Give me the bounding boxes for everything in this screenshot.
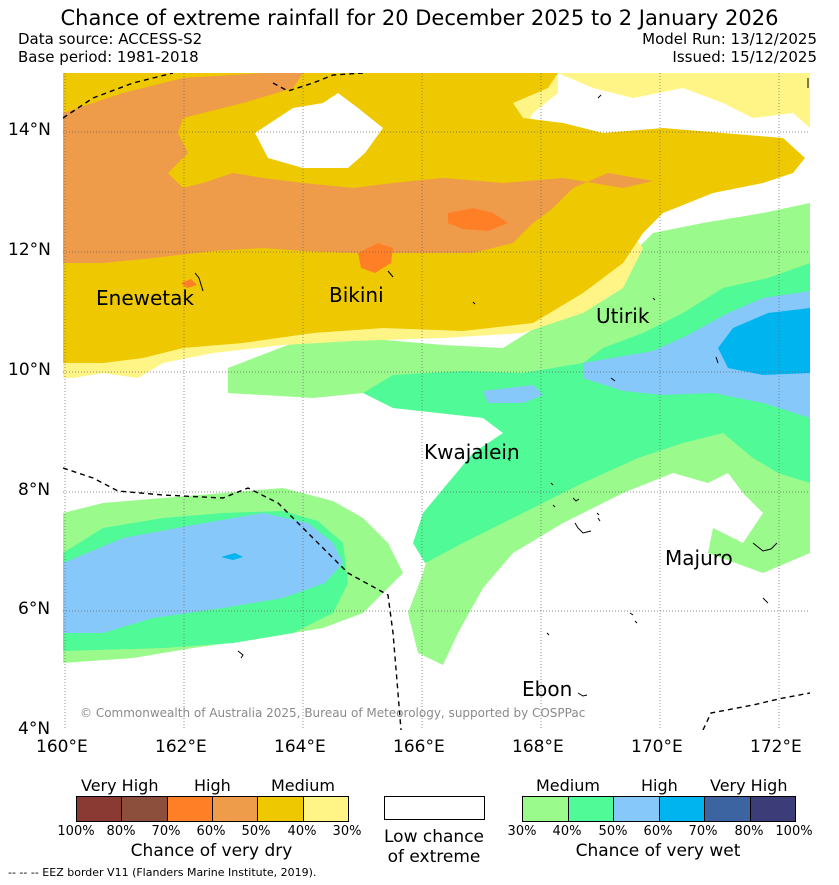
issued-date: Issued: 15/12/2025	[672, 48, 817, 66]
dry-60-region-c	[181, 279, 197, 288]
place-enewetak: Enewetak	[96, 286, 194, 310]
lon-label-172e: 172°E	[750, 737, 802, 757]
eez-footer-note: -- -- -- EEZ border V11 (Flanders Marine…	[8, 866, 317, 879]
lon-label-160e: 160°E	[36, 737, 88, 757]
dry-tick: 40%	[287, 824, 317, 839]
wet-swatch-80-100	[750, 797, 795, 821]
dry-legend-title: Chance of very dry	[130, 841, 293, 861]
low-chance-line2: of extreme	[387, 847, 481, 867]
wet-tick: 70%	[688, 824, 718, 839]
base-period: Base period: 1981-2018	[18, 48, 199, 66]
rainfall-map	[63, 73, 810, 730]
coastline-islands	[194, 78, 809, 697]
meta-left: Data source: ACCESS-S2 Base period: 1981…	[18, 30, 202, 66]
wet-tick: 60%	[643, 824, 673, 839]
low-chance-swatch	[384, 796, 485, 820]
wet-swatch-40-50	[568, 797, 614, 821]
wet-swatch-60-70	[659, 797, 705, 821]
wet-group-medium: Medium	[536, 776, 600, 795]
wet-30-region-east	[228, 203, 810, 665]
lat-label-14n: 14°N	[8, 120, 51, 140]
dry-swatch-70-60	[167, 797, 213, 821]
wet-tick: 50%	[598, 824, 628, 839]
dry-swatch-40-30	[303, 797, 348, 821]
wet-tick: 40%	[552, 824, 582, 839]
dry-group-high: High	[194, 776, 231, 795]
dry-tick: 80%	[106, 824, 136, 839]
wet-tick: 80%	[734, 824, 764, 839]
wet-group-high: High	[641, 776, 678, 795]
wet-50-region-mid	[483, 385, 543, 403]
lon-label-170e: 170°E	[631, 737, 683, 757]
wet-swatch-70-80	[705, 797, 751, 821]
dry-tick: 70%	[151, 824, 181, 839]
dry-tick: 60%	[196, 824, 226, 839]
lon-label-166e: 166°E	[393, 737, 445, 757]
dry-swatch-50-40	[258, 797, 304, 821]
dry-50-region	[63, 73, 653, 263]
dry-group-medium: Medium	[271, 776, 335, 795]
map-title: Chance of extreme rainfall for 20 Decemb…	[60, 6, 779, 30]
wet-swatch-50-60	[614, 797, 660, 821]
dry-group-very-high: Very High	[81, 776, 159, 795]
wet-legend-title: Chance of very wet	[575, 841, 741, 861]
dry-swatch-60-50	[212, 797, 259, 821]
low-chance-label: Low chance of extreme	[364, 827, 504, 867]
wet-tick: 100%	[775, 824, 813, 839]
meta-right: Model Run: 13/12/2025 Issued: 15/12/2025	[642, 30, 817, 66]
wet-swatch-30-40	[523, 797, 569, 821]
lat-label-12n: 12°N	[8, 240, 51, 260]
copyright-notice: © Commonwealth of Australia 2025, Bureau…	[80, 706, 586, 720]
wet-colorbar	[522, 796, 796, 822]
wet-60-region-west	[221, 553, 243, 560]
dry-swatch-80-70	[122, 797, 168, 821]
low-chance-pocket	[255, 93, 383, 168]
lon-label-168e: 168°E	[512, 737, 564, 757]
place-kwajalein: Kwajalein	[424, 440, 520, 464]
dry-colorbar	[76, 796, 349, 822]
dry-60-region-b	[358, 243, 393, 273]
wet-tick: 30%	[507, 824, 537, 839]
dry-tick: 100%	[57, 824, 95, 839]
lat-label-10n: 10°N	[8, 360, 51, 380]
wet-group-very-high: Very High	[710, 776, 788, 795]
place-bikini: Bikini	[329, 283, 384, 307]
lat-label-6n: 6°N	[18, 599, 51, 619]
wet-60-region-east	[718, 308, 810, 375]
lon-label-162e: 162°E	[155, 737, 207, 757]
wet-50-region-west	[63, 513, 343, 633]
lat-label-8n: 8°N	[18, 480, 51, 500]
lon-label-164e: 164°E	[274, 737, 326, 757]
model-run: Model Run: 13/12/2025	[642, 30, 817, 48]
dry-swatch-100-80	[77, 797, 123, 821]
dry-tick: 50%	[241, 824, 271, 839]
data-source: Data source: ACCESS-S2	[18, 30, 203, 48]
eez-borders	[63, 73, 810, 730]
place-ebon: Ebon	[522, 677, 573, 701]
place-majuro: Majuro	[665, 546, 733, 570]
rainfall-map-svg	[63, 73, 810, 730]
lat-label-4n: 4°N	[18, 719, 51, 739]
low-chance-line1: Low chance	[384, 827, 484, 847]
dry-60-region-a	[448, 208, 508, 231]
place-utirik: Utirik	[596, 304, 650, 328]
dry-tick: 30%	[332, 824, 362, 839]
